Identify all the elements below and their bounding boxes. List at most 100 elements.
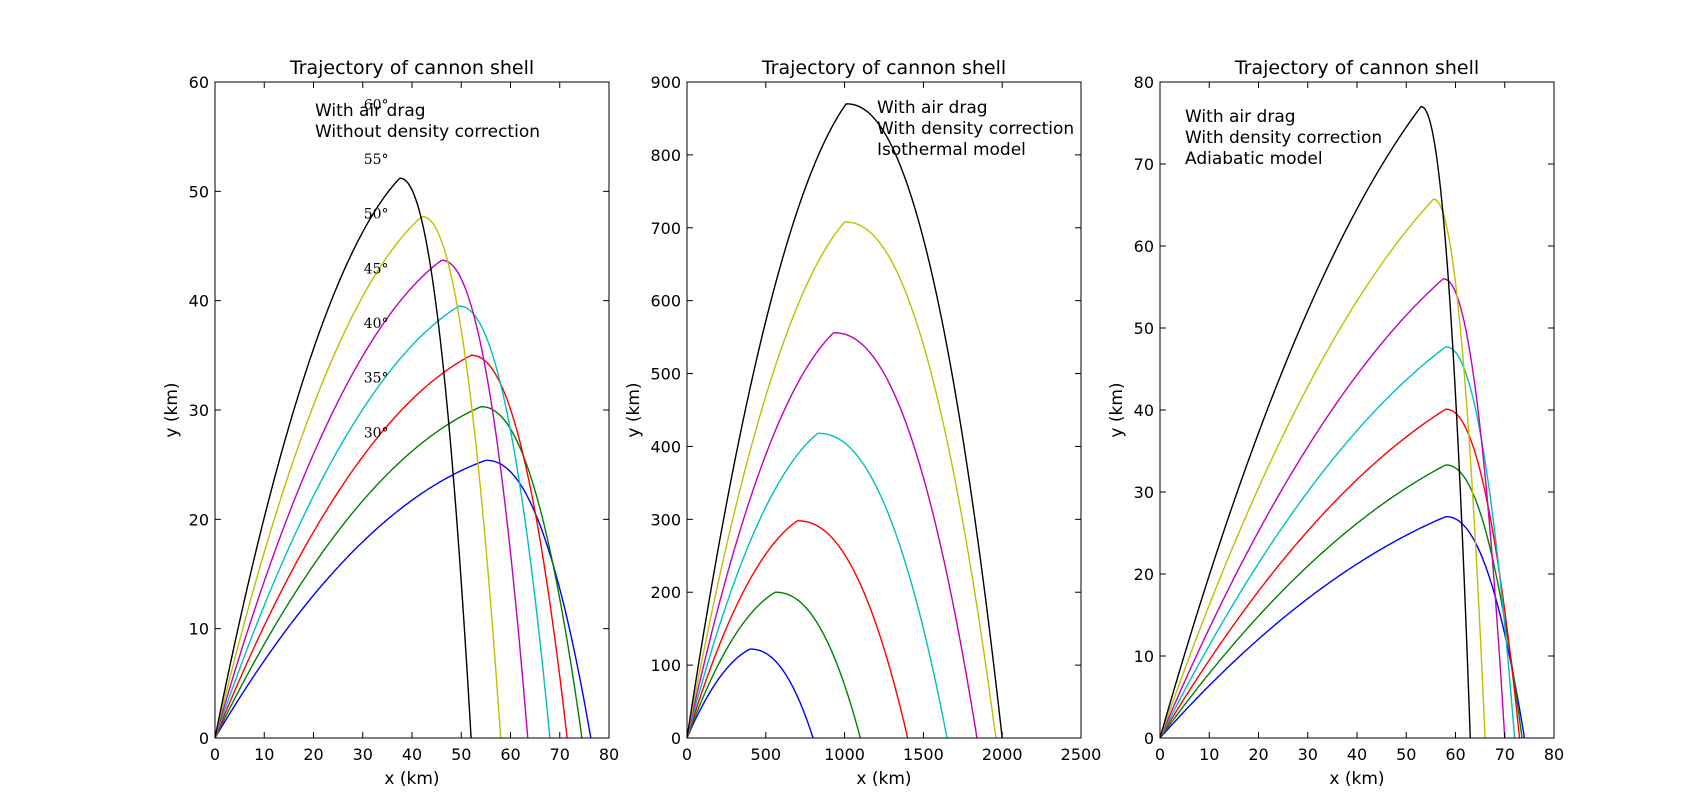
y-tick-label: 20	[1134, 565, 1154, 584]
y-tick-label: 70	[1134, 155, 1154, 174]
trajectory-line-60deg	[687, 103, 1003, 738]
x-tick-label: 70	[1495, 745, 1515, 764]
y-tick-label: 60	[189, 73, 209, 92]
x-tick-label: 30	[1298, 745, 1318, 764]
y-tick-label: 10	[189, 620, 209, 639]
y-tick-label: 100	[650, 656, 681, 675]
x-tick-label: 60	[500, 745, 520, 764]
y-tick-label: 0	[199, 729, 209, 748]
y-tick-label: 800	[650, 146, 681, 165]
y-tick-label: 0	[1144, 729, 1154, 748]
trajectory-line-35deg	[215, 406, 583, 738]
x-tick-label: 0	[1155, 745, 1165, 764]
y-tick-label: 50	[1134, 319, 1154, 338]
y-tick-label: 200	[650, 583, 681, 602]
trajectory-line-30deg	[215, 459, 592, 738]
y-tick-label: 50	[189, 182, 209, 201]
annotation-text: Without density correction	[315, 122, 540, 142]
chart-panel-2: 0 500 1000 1500 2000 2500 0 100 200 300 400 500 600 7…	[624, 57, 1101, 789]
trajectory-line-40deg	[215, 354, 568, 738]
x-tick-label: 20	[1248, 745, 1268, 764]
y-axis-label: y (km)	[162, 382, 182, 437]
y-tick-label: 80	[1134, 73, 1154, 92]
angle-label: 50°	[364, 207, 389, 223]
trajectory-line-60deg	[1160, 106, 1471, 738]
trajectory-line-55deg	[687, 221, 997, 738]
y-tick-label: 0	[671, 729, 681, 748]
trajectory-line-45deg	[687, 432, 948, 738]
chart-panel-3: 0 10 20 30 40 50 60 70 80 0 10 20 30 40 50 60 70 80 Trajec…	[1107, 57, 1564, 789]
x-tick-label: 500	[751, 745, 782, 764]
y-tick-label: 40	[189, 292, 209, 311]
y-tick-label: 30	[1134, 483, 1154, 502]
y-axis-label: y (km)	[1107, 382, 1127, 437]
series-group	[1160, 106, 1526, 738]
x-tick-label: 50	[1396, 745, 1416, 764]
x-tick-label: 60	[1445, 745, 1465, 764]
y-tick-label: 500	[650, 365, 681, 384]
x-tick-label: 2500	[1061, 745, 1102, 764]
x-tick-label: 0	[210, 745, 220, 764]
x-tick-label: 10	[254, 745, 274, 764]
x-axis-label: x (km)	[1329, 769, 1384, 789]
x-tick-label: 50	[451, 745, 471, 764]
x-tick-label: 80	[599, 745, 619, 764]
trajectory-line-35deg	[1160, 464, 1523, 738]
y-tick-label: 400	[650, 437, 681, 456]
x-tick-label: 0	[682, 745, 692, 764]
x-tick-label: 1500	[903, 745, 944, 764]
x-tick-label: 20	[303, 745, 323, 764]
axes-frame	[214, 81, 610, 739]
x-tick-label: 40	[402, 745, 422, 764]
x-tick-label: 10	[1199, 745, 1219, 764]
annotation-text: With air drag	[877, 98, 988, 118]
annotation-text: With density correction	[877, 119, 1074, 139]
chart-title: Trajectory of cannon shell	[761, 57, 1006, 79]
angle-label: 30°	[364, 425, 389, 441]
trajectory-line-45deg	[1160, 346, 1516, 738]
x-axis-label: x (km)	[384, 769, 439, 789]
y-tick-label: 30	[189, 401, 209, 420]
trajectory-line-55deg	[1160, 198, 1486, 738]
trajectory-line-45deg	[215, 305, 551, 738]
chart-title: Trajectory of cannon shell	[1234, 57, 1479, 79]
y-tick-label: 60	[1134, 237, 1154, 256]
angle-label: 45°	[364, 261, 389, 277]
y-tick-label: 300	[650, 510, 681, 529]
trajectory-line-30deg	[1160, 515, 1526, 738]
trajectory-line-35deg	[687, 591, 862, 738]
x-tick-label: 1000	[824, 745, 865, 764]
x-axis-label: x (km)	[856, 769, 911, 789]
angle-label: 40°	[364, 316, 389, 332]
trajectory-line-55deg	[215, 215, 502, 738]
trajectory-line-60deg	[215, 177, 472, 738]
annotation-text: With density correction	[1185, 128, 1382, 148]
series-group	[687, 103, 1003, 738]
trajectory-line-50deg	[687, 332, 978, 738]
y-axis-label: y (km)	[624, 382, 644, 437]
trajectory-line-50deg	[1160, 278, 1506, 738]
y-tick-label: 20	[189, 510, 209, 529]
x-tick-label: 30	[353, 745, 373, 764]
trajectory-line-40deg	[687, 520, 909, 738]
trajectory-line-40deg	[1160, 408, 1521, 738]
axes-frame	[686, 81, 1082, 739]
series-group	[215, 177, 592, 738]
x-tick-label: 80	[1544, 745, 1564, 764]
trajectory-line-30deg	[687, 648, 814, 738]
y-tick-label: 900	[650, 73, 681, 92]
angle-label: 60°	[364, 97, 389, 113]
annotation-text: With air drag	[1185, 107, 1296, 127]
y-tick-label: 600	[650, 292, 681, 311]
axes-frame	[1159, 81, 1555, 739]
trajectory-line-50deg	[215, 259, 529, 738]
annotation-text: Isothermal model	[877, 140, 1026, 160]
x-tick-label: 70	[550, 745, 570, 764]
y-tick-label: 10	[1134, 647, 1154, 666]
y-tick-label: 40	[1134, 401, 1154, 420]
y-tick-label: 700	[650, 219, 681, 238]
x-tick-label: 2000	[982, 745, 1023, 764]
chart-title: Trajectory of cannon shell	[289, 57, 534, 79]
angle-label: 55°	[364, 152, 389, 168]
chart-panel-1: 0 10 20 30 40 50 60 70 80 0 10 20 30 40 50 60 Trajectory…	[162, 57, 619, 789]
